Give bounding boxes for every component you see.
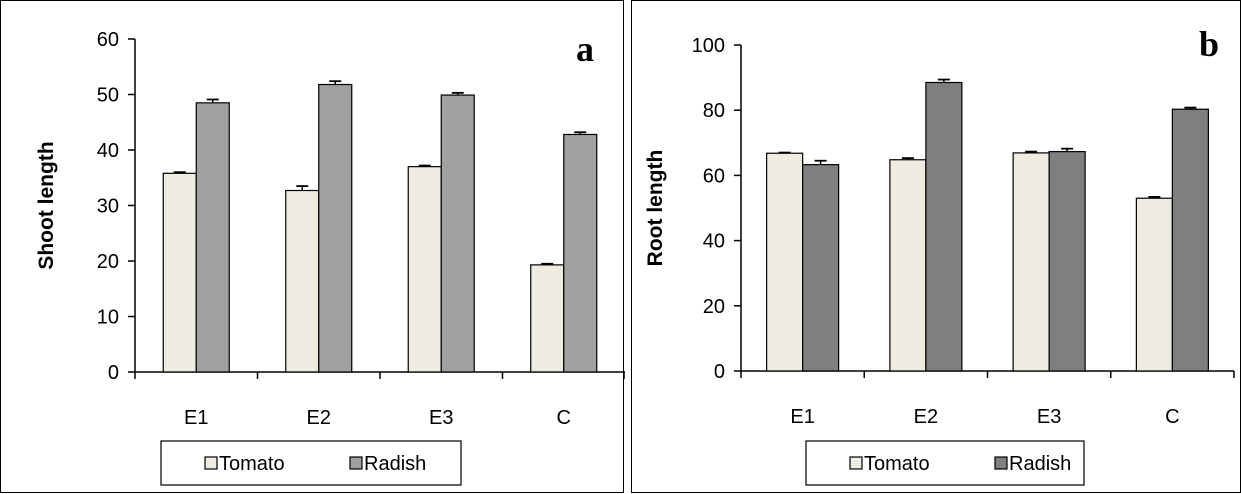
bar-tomato-e2	[285, 189, 320, 373]
x-tick-label: E2	[307, 407, 331, 429]
legend-label-radish: Radish	[364, 453, 426, 475]
y-tick-label: 40	[703, 231, 725, 253]
bar-radish-c	[563, 133, 598, 373]
legend-swatch-tomato	[849, 456, 863, 470]
y-axis-title: Root length	[644, 150, 667, 267]
panel-label: a	[576, 29, 594, 69]
legend-swatch-radish	[994, 456, 1008, 470]
bar-tomato-c	[1135, 197, 1173, 372]
y-tick-label: 80	[703, 100, 725, 122]
chart-panel-b: 0 20 40 60 80 100 E1 E2 E3 C Root length b Tomato Rad…	[631, 0, 1241, 493]
panel-label: b	[1199, 24, 1219, 64]
bar-radish-e3	[1048, 151, 1086, 372]
bar-radish-e3	[440, 94, 475, 373]
bar-tomato-e3	[407, 166, 442, 373]
legend-label-tomato: Tomato	[864, 453, 930, 475]
y-tick-label: 10	[97, 307, 119, 329]
y-tick-label: 100	[692, 35, 725, 57]
chart-panel-a: 0 10 20 30 40 50 60 E1 E2 E3 C Shoot length a Tomato R…	[0, 0, 625, 493]
x-tick-label: E2	[914, 406, 938, 428]
legend-swatch-tomato	[204, 456, 218, 470]
y-tick-label: 0	[108, 362, 119, 384]
x-tick-label: E1	[790, 406, 814, 428]
y-tick-label: 40	[97, 140, 119, 162]
legend-label-tomato: Tomato	[219, 453, 285, 475]
y-tick-label: 30	[97, 196, 119, 218]
bar-tomato-e2	[889, 159, 927, 372]
bar-radish-c	[1171, 108, 1209, 372]
bar-tomato-e1	[766, 152, 804, 372]
bar-tomato-e3	[1012, 152, 1050, 372]
y-tick-label: 60	[97, 29, 119, 51]
y-tick-label: 50	[97, 85, 119, 107]
x-tick-label: C	[1165, 406, 1179, 428]
y-tick-label: 20	[703, 296, 725, 318]
root-length-chart: 0 20 40 60 80 100 E1 E2 E3 C Root length b Tomato Rad…	[644, 24, 1235, 486]
y-tick-label: 0	[714, 361, 725, 383]
x-tick-label: C	[557, 407, 571, 429]
x-tick-label: E3	[1037, 406, 1061, 428]
y-tick-label: 20	[97, 251, 119, 273]
y-tick-label: 60	[703, 165, 725, 187]
bar-radish-e2	[318, 83, 353, 373]
bar-tomato-c	[530, 264, 565, 373]
bar-radish-e1	[195, 102, 230, 373]
x-tick-label: E1	[184, 407, 208, 429]
legend-label-radish: Radish	[1009, 453, 1071, 475]
bar-tomato-e1	[162, 172, 197, 373]
bar-radish-e1	[802, 164, 840, 372]
bar-radish-e2	[925, 81, 963, 372]
x-tick-label: E3	[429, 407, 453, 429]
shoot-length-chart: 0 10 20 30 40 50 60 E1 E2 E3 C Shoot length a Tomato R…	[35, 29, 625, 486]
legend-swatch-radish	[349, 456, 363, 470]
y-axis-title: Shoot length	[35, 141, 58, 269]
